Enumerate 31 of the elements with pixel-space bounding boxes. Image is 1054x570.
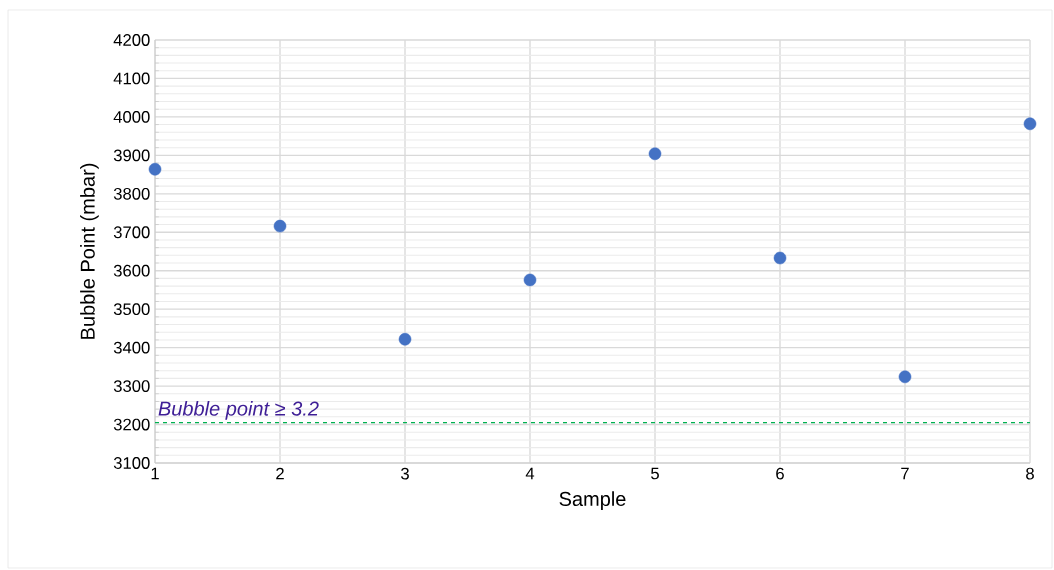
- y-tick-label: 4100: [113, 72, 150, 85]
- x-tick-label: 6: [776, 467, 784, 480]
- y-tick-label: 3700: [113, 226, 150, 239]
- y-tick-label: 4200: [113, 34, 150, 46]
- y-tick-label: 3200: [113, 418, 150, 431]
- x-tick-label: 8: [1026, 467, 1034, 480]
- y-tick-label: 3900: [113, 149, 150, 162]
- x-tick-label: 4: [525, 467, 535, 480]
- point: [523, 273, 537, 287]
- x-axis-title: Sample: [559, 491, 626, 510]
- x-tick-label: 7: [901, 467, 909, 480]
- point: [648, 147, 662, 161]
- y-tick-label: 3100: [113, 457, 150, 469]
- point: [273, 219, 287, 233]
- y-tick-label: 3400: [113, 341, 150, 354]
- x-tick-label: 2: [276, 467, 284, 480]
- y-axis-title: Bubble Point (mbar): [80, 163, 99, 339]
- ref-line-label: Bubble point ≥ 3.2: [158, 401, 319, 420]
- y-tick-label: 3500: [113, 303, 150, 316]
- x-tick-label: 1: [151, 467, 159, 480]
- x-tick-label: 3: [401, 467, 409, 480]
- point: [398, 332, 412, 346]
- point: [1023, 117, 1037, 131]
- x-tick-label: 5: [651, 467, 659, 480]
- point: [773, 251, 787, 265]
- y-tick-label: 3600: [113, 264, 150, 277]
- y-tick-label: 4000: [113, 111, 150, 123]
- point: [148, 162, 162, 176]
- point: [898, 370, 912, 384]
- y-tick-label: 3800: [113, 187, 150, 200]
- y-tick-label: 3300: [113, 380, 150, 392]
